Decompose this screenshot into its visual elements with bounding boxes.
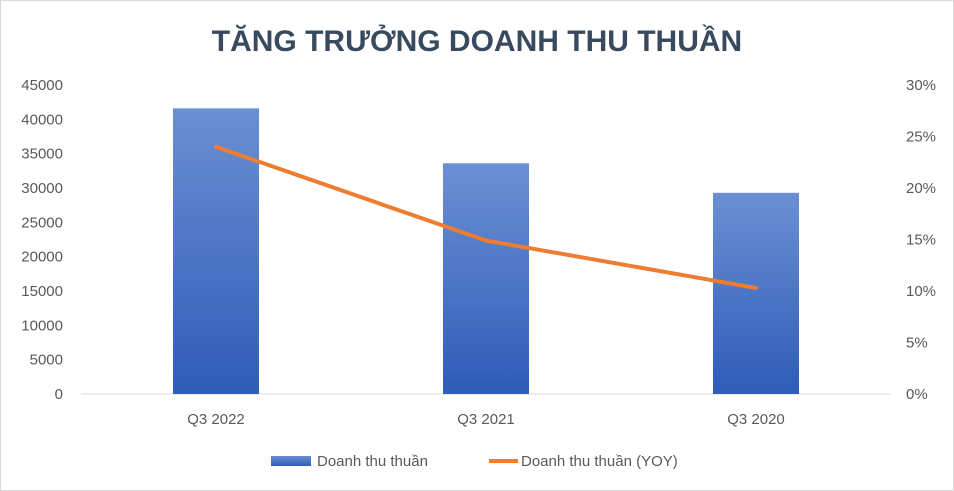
- right-tick-label: 15%: [906, 232, 936, 249]
- left-tick-label: 10000: [21, 317, 63, 334]
- left-tick-label: 40000: [21, 111, 63, 128]
- category-labels: Q3 2022 Q3 2021 Q3 2020: [187, 411, 785, 428]
- right-tick-label: 20%: [906, 180, 936, 197]
- chart-title: TĂNG TRƯỞNG DOANH THU THUẦN: [212, 24, 742, 58]
- left-tick-label: 45000: [21, 77, 63, 94]
- line-series: [214, 144, 758, 290]
- left-tick-label: 0: [55, 386, 63, 403]
- left-tick-label: 35000: [21, 146, 63, 163]
- yoy-point-q3-2020: [754, 285, 758, 290]
- right-tick-label: 10%: [906, 283, 936, 300]
- legend-swatch-bar: [271, 456, 311, 466]
- left-tick-label: 5000: [30, 352, 63, 369]
- category-label: Q3 2021: [457, 411, 515, 428]
- right-tick-label: 5%: [906, 335, 928, 352]
- yoy-point-q3-2022: [214, 144, 218, 149]
- category-label: Q3 2020: [727, 411, 785, 428]
- bar-q3-2021: [443, 163, 529, 394]
- legend: Doanh thu thuần Doanh thu thuần (YOY): [271, 453, 678, 470]
- bar-q3-2020: [713, 192, 799, 394]
- left-tick-label: 20000: [21, 249, 63, 266]
- category-label: Q3 2022: [187, 411, 245, 428]
- legend-label-line: Doanh thu thuần (YOY): [521, 453, 678, 470]
- left-tick-label: 25000: [21, 214, 63, 231]
- left-tick-label: 30000: [21, 180, 63, 197]
- right-tick-label: 30%: [906, 77, 936, 94]
- right-axis-ticks: 0% 5% 10% 15% 20% 25% 30%: [906, 77, 936, 403]
- bar-series: [173, 108, 799, 394]
- right-tick-label: 25%: [906, 129, 936, 146]
- left-tick-label: 15000: [21, 283, 63, 300]
- yoy-point-q3-2021: [484, 238, 488, 243]
- right-tick-label: 0%: [906, 386, 928, 403]
- legend-label-bar: Doanh thu thuần: [317, 453, 428, 470]
- left-axis-ticks: 0 5000 10000 15000 20000 25000 30000 35000 40000…: [21, 77, 63, 403]
- bar-q3-2022: [173, 108, 259, 394]
